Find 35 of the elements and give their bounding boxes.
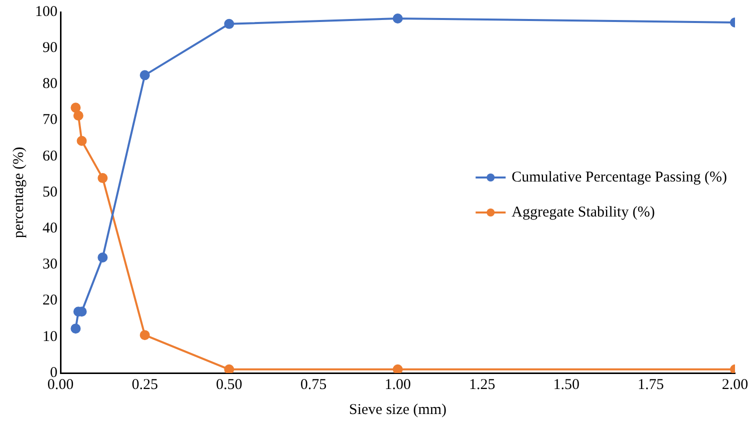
y-tick-label: 60 — [42, 148, 58, 164]
x-tick-label: 0.75 — [300, 376, 327, 393]
point — [70, 324, 81, 334]
y-tick-label: 40 — [42, 220, 58, 237]
legend-label: Cumulative Percentage Passing (%) — [512, 169, 728, 186]
x-tick-label: 0.25 — [132, 376, 158, 393]
point — [224, 18, 234, 29]
point — [98, 173, 108, 184]
y-tick-label: 70 — [42, 112, 58, 128]
point — [392, 14, 403, 24]
point — [76, 136, 87, 146]
y-tick-label: 50 — [42, 184, 58, 200]
x-axis-title: Sieve size (mm) — [349, 402, 446, 418]
x-tick-label: 0.00 — [47, 376, 74, 393]
point — [140, 70, 150, 80]
y-tick-label: 80 — [42, 76, 58, 92]
point — [70, 102, 81, 113]
point — [73, 110, 84, 121]
point — [98, 252, 108, 262]
y-tick-label: 10 — [42, 328, 58, 345]
y-tick-label: 90 — [42, 40, 58, 56]
y-tick-label: 20 — [42, 292, 58, 309]
x-tick-label: 2.00 — [722, 376, 748, 393]
legend-label: Aggregate Stability (%) — [512, 204, 655, 220]
y-tick-label: 30 — [42, 256, 58, 273]
y-axis-title: percentage (%) — [10, 146, 27, 238]
x-tick-label: 0.50 — [216, 376, 242, 393]
x-tick-label: 1.75 — [638, 376, 664, 393]
x-tick-label: 1.50 — [553, 376, 580, 393]
point — [140, 330, 150, 340]
x-tick-label: 1.25 — [468, 376, 496, 393]
point — [392, 364, 403, 373]
x-tick-label: 1.00 — [384, 376, 411, 393]
point — [224, 364, 234, 373]
y-tick-label: 100 — [35, 4, 58, 20]
